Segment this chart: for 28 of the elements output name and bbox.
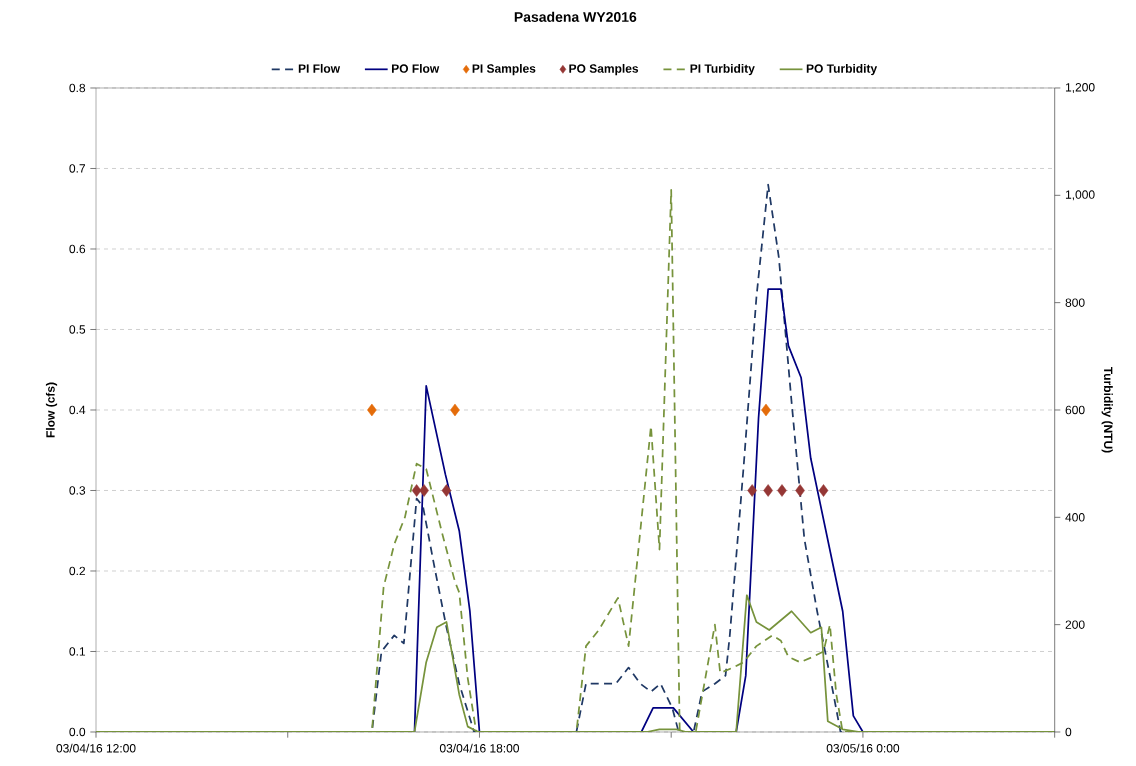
x-tick-label: 03/04/16 18:00	[439, 743, 520, 753]
legend-label: PO Turbidity	[806, 63, 878, 76]
y2-axis-title: Turbidity (NTU)	[1101, 366, 1113, 453]
y2-tick-label: 800	[1065, 298, 1085, 307]
legend-label: PI Flow	[298, 63, 341, 73]
legend-label: PO Samples	[569, 63, 639, 76]
legend-label: PO Flow	[391, 63, 440, 73]
y-tick-label: 0.0	[69, 727, 86, 737]
y-tick-label: 0.5	[69, 325, 86, 334]
x-tick-label: 03/05/16 0:00	[826, 743, 900, 753]
y2-tick-label: 600	[1065, 405, 1085, 415]
y-axis-title: Flow (cfs)	[45, 382, 58, 438]
y2-tick-label: 0	[1065, 727, 1072, 737]
x-tick-label: 03/04/16 12:00	[56, 743, 136, 753]
legend-label: PI Turbidity	[690, 63, 755, 76]
y2-tick-label: 400	[1065, 513, 1085, 522]
y-tick-label: 0.8	[69, 83, 86, 93]
y2-tick-label: 200	[1065, 620, 1085, 629]
y-tick-label: 0.3	[69, 486, 86, 495]
legend-label: PI Samples	[472, 63, 536, 76]
y-tick-label: 0.4	[69, 405, 86, 415]
y2-tick-label: 1,000	[1065, 190, 1095, 201]
y-tick-label: 0.7	[69, 164, 86, 173]
y2-tick-label: 1,200	[1065, 83, 1095, 93]
chart-title: Pasadena WY2016	[514, 11, 637, 22]
y-tick-label: 0.1	[69, 647, 86, 656]
y-tick-label: 0.6	[69, 244, 86, 254]
y-tick-label: 0.2	[69, 566, 86, 576]
